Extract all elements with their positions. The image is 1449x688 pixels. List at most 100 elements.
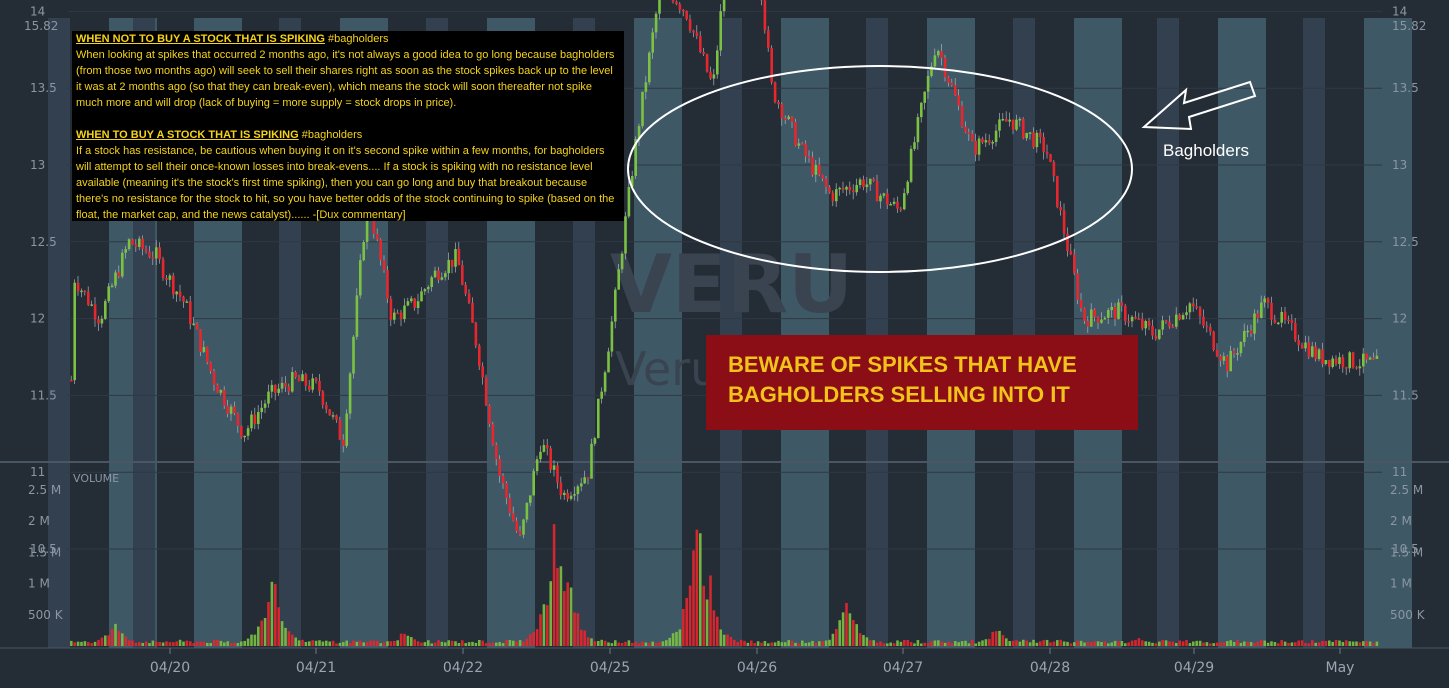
price-tick-label: 10.5 [1392, 542, 1419, 556]
volume-bar [1321, 641, 1324, 646]
volume-bar [379, 643, 382, 646]
volume-bar [1171, 641, 1175, 646]
price-tick-label: 12 [1392, 312, 1407, 326]
candle-body [586, 477, 590, 479]
volume-bar [229, 643, 233, 646]
volume-bar [773, 642, 777, 646]
candle-body [566, 492, 569, 499]
volume-bar [964, 640, 967, 646]
candle-body [1100, 319, 1103, 323]
volume-bar [311, 640, 314, 646]
candle-body [583, 477, 586, 484]
volume-tick-label: 2.5 M [28, 483, 61, 497]
candle-body [484, 377, 488, 406]
volume-tick-label: 2.5 M [1390, 483, 1423, 497]
volume-bar [1314, 642, 1317, 646]
candle-body [569, 495, 573, 499]
volume-bar [879, 641, 882, 646]
candle-body [1093, 309, 1096, 317]
date-label: 04/25 [590, 660, 630, 676]
volume-bar [780, 642, 784, 646]
volume-tick-label: 2 M [1390, 514, 1412, 528]
candle-body [804, 143, 807, 157]
volume-bar [1042, 640, 1045, 646]
volume-bar [1328, 640, 1331, 646]
candle-body [1348, 352, 1351, 369]
candle-body [192, 323, 195, 326]
volume-bar [906, 640, 909, 646]
volume-bar [617, 642, 620, 646]
premarket-band [1013, 18, 1035, 648]
date-label: 04/22 [443, 660, 483, 676]
volume-bar [335, 643, 338, 646]
volume-bar [342, 642, 345, 646]
volume-bar [440, 641, 444, 646]
volume-bar [427, 640, 430, 646]
volume-bar [399, 633, 403, 646]
candle-body [226, 405, 229, 414]
candle-body [515, 520, 518, 532]
candle-body [1232, 350, 1236, 354]
candle-body [416, 301, 420, 309]
volume-bar [155, 641, 158, 646]
candle-body [1246, 330, 1249, 333]
volume-bar [746, 642, 750, 646]
volume-bar [1192, 641, 1195, 646]
volume-bar [1124, 643, 1127, 646]
candle-body [114, 272, 117, 286]
volume-bar [702, 585, 705, 646]
volume-bar [345, 640, 348, 646]
candle-body [1188, 303, 1192, 313]
volume-bar [658, 642, 661, 646]
volume-bar [488, 642, 491, 646]
price-tick-label: 11.5 [30, 388, 57, 402]
candle-body [1005, 118, 1008, 122]
candle-body [168, 275, 172, 280]
volume-bar [682, 608, 685, 646]
candle-body [1328, 360, 1331, 367]
volume-bar [1056, 640, 1059, 646]
candle-body [631, 175, 634, 187]
candle-body [671, 0, 675, 2]
volume-bar [576, 613, 580, 646]
candle-body [709, 71, 712, 79]
volume-bar [270, 581, 274, 646]
volume-bar [457, 643, 461, 646]
price-tick-label: 13 [30, 158, 45, 172]
candle-body [1032, 132, 1035, 148]
candle-body [83, 290, 87, 293]
candle-body [590, 443, 593, 479]
volume-bar [1178, 640, 1181, 646]
candle-body [1090, 309, 1093, 327]
volume-bar [753, 642, 756, 646]
volume-bar [695, 529, 699, 646]
candle-body [1290, 319, 1294, 324]
volume-bar [1229, 640, 1232, 646]
candle-body [257, 412, 260, 425]
volume-bar [848, 613, 852, 646]
candle-body [1260, 302, 1263, 318]
volume-bar [801, 640, 804, 646]
volume-bar [253, 634, 257, 646]
volume-bar [549, 581, 552, 646]
price-tick-label: 14 [1392, 4, 1407, 18]
candle-body [1120, 302, 1124, 306]
watermark-name: Veru [615, 342, 719, 396]
candle-body [882, 193, 886, 196]
volume-bar [1137, 638, 1141, 646]
candle-body [981, 138, 984, 143]
volume-bar [692, 550, 695, 646]
candle-body [926, 75, 930, 92]
volume-bar [1093, 641, 1096, 646]
candle-body [933, 55, 937, 67]
candle-body [546, 445, 549, 449]
candle-body [304, 374, 308, 386]
candle-body [134, 244, 138, 247]
volume-bar [386, 641, 389, 646]
volume-bar [1341, 641, 1345, 646]
candle-body [260, 407, 263, 413]
candle-body [104, 301, 107, 319]
volume-bar [1100, 642, 1103, 646]
price-tick-label: 13.5 [1392, 81, 1419, 95]
candle-body [454, 248, 457, 267]
